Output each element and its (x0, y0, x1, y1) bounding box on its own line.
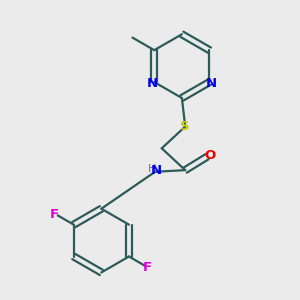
Text: N: N (147, 76, 158, 90)
Text: O: O (204, 149, 215, 162)
Text: F: F (50, 208, 59, 221)
Text: N: N (151, 164, 162, 177)
Text: F: F (143, 261, 152, 274)
Text: S: S (180, 120, 190, 133)
Text: N: N (206, 76, 217, 90)
Text: H: H (148, 164, 157, 174)
